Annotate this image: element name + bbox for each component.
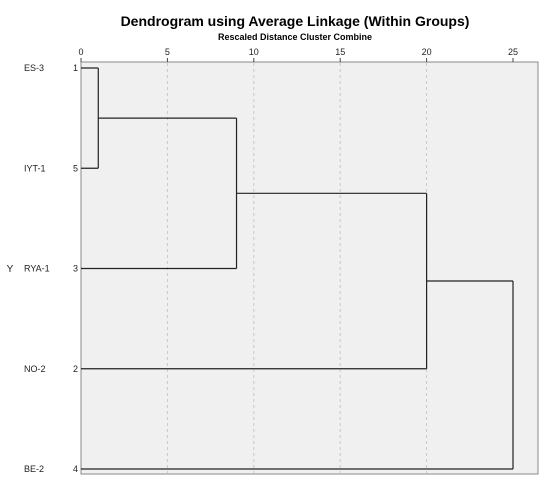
x-axis-ticks: 0 5 10 15 20 25 bbox=[78, 47, 518, 62]
chart-title: Dendrogram using Average Linkage (Within… bbox=[121, 13, 470, 29]
x-tick-label: 10 bbox=[249, 47, 259, 57]
leaf-labels: ES-3 1 IYT-1 5 RYA-1 3 NO-2 2 BE-2 4 bbox=[24, 63, 78, 474]
leaf-case-label: RYA-1 bbox=[24, 264, 50, 274]
x-tick-label: 25 bbox=[508, 47, 518, 57]
y-axis-label: Y bbox=[7, 264, 14, 275]
leaf-case-label: IYT-1 bbox=[24, 163, 46, 173]
x-tick-label: 5 bbox=[165, 47, 170, 57]
leaf-case-number: 2 bbox=[73, 364, 78, 374]
leaf-case-label: BE-2 bbox=[24, 464, 44, 474]
x-tick-label: 0 bbox=[78, 47, 83, 57]
x-tick-label: 15 bbox=[335, 47, 345, 57]
x-tick-label: 20 bbox=[422, 47, 432, 57]
leaf-case-number: 5 bbox=[73, 163, 78, 173]
dendrogram-links bbox=[81, 67, 514, 470]
leaf-case-label: NO-2 bbox=[24, 364, 46, 374]
leaf-case-number: 1 bbox=[73, 63, 78, 73]
leaf-case-number: 4 bbox=[73, 464, 78, 474]
leaf-case-number: 3 bbox=[73, 264, 78, 274]
x-axis-label: Rescaled Distance Cluster Combine bbox=[218, 32, 372, 42]
leaf-case-label: ES-3 bbox=[24, 63, 44, 73]
